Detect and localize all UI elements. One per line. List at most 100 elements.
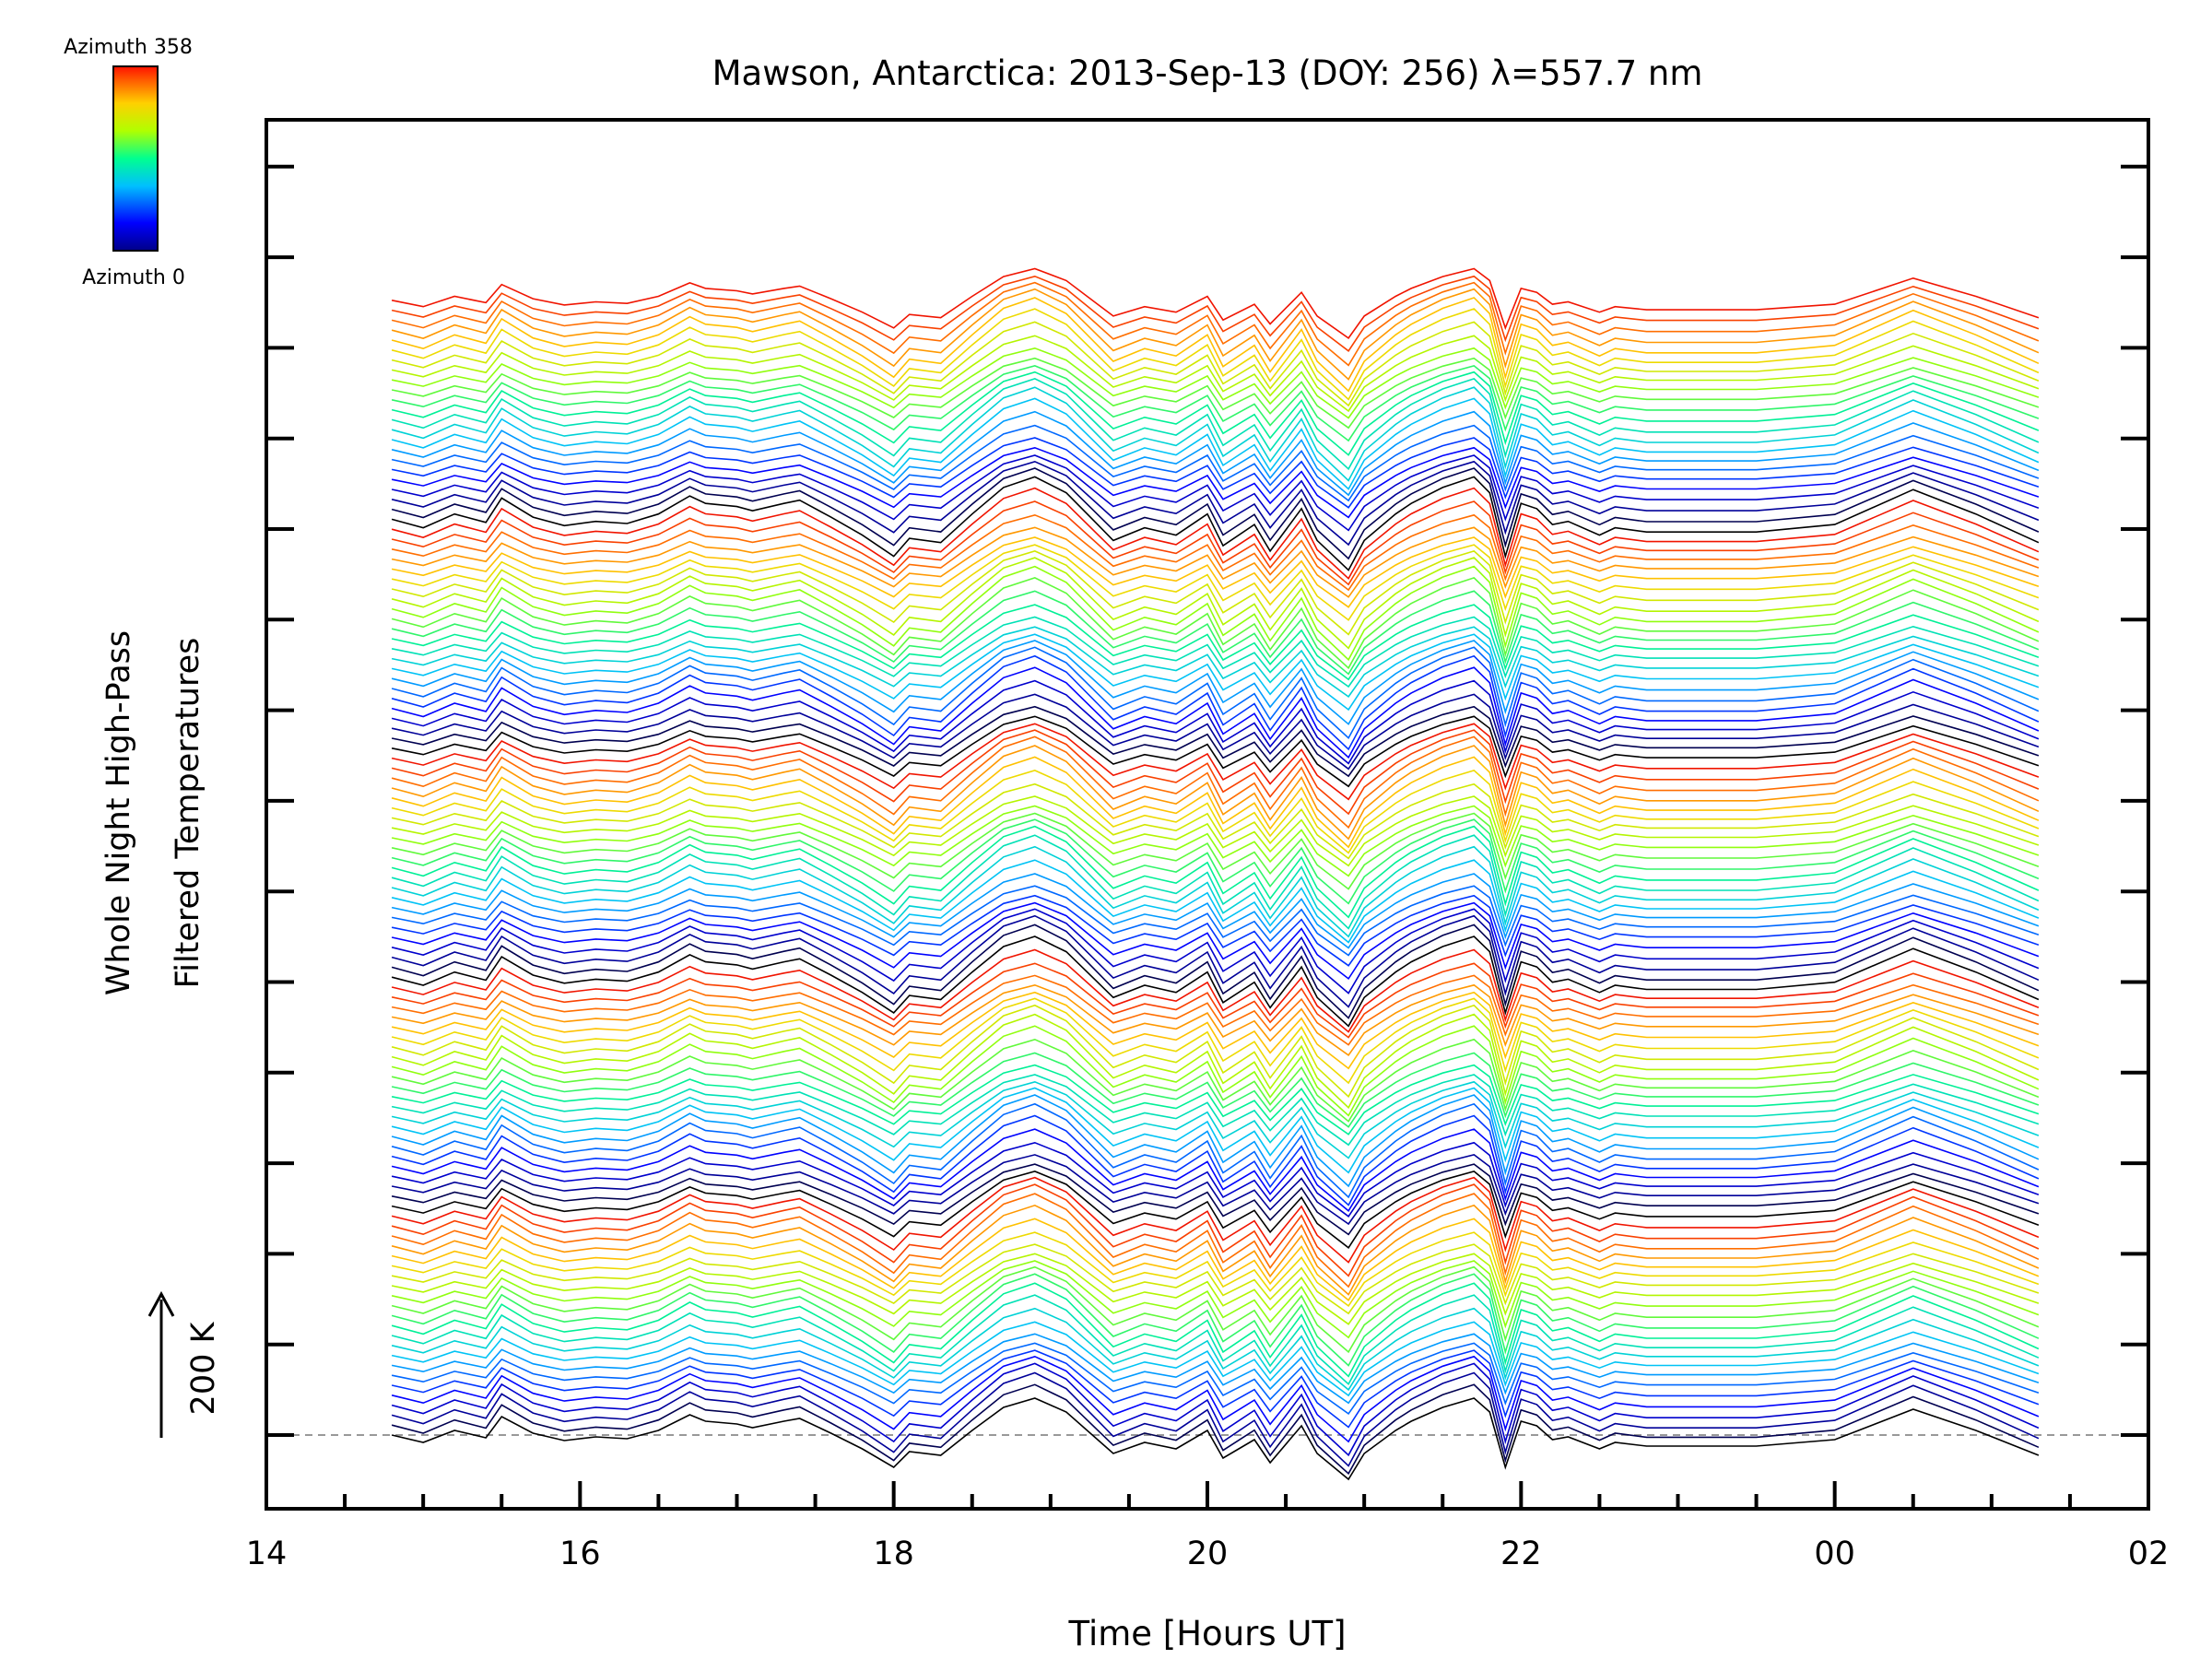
series-line <box>391 924 2040 1019</box>
series-line <box>391 997 2040 1085</box>
colorbar-bottom-label: Azimuth 0 <box>82 266 185 289</box>
chart-title: Mawson, Antarctica: 2013-Sep-13 (DOY: 25… <box>712 53 1703 93</box>
series-line <box>391 1141 2040 1218</box>
series-line <box>391 1004 2040 1099</box>
series-line <box>391 715 2040 788</box>
series-line <box>391 335 2040 413</box>
series-line <box>391 654 2040 751</box>
series-line <box>391 1383 2040 1476</box>
series-line <box>391 782 2040 860</box>
scale-indicator: 200 K <box>147 1290 222 1438</box>
series-line <box>391 476 2040 571</box>
series-line <box>391 544 2040 621</box>
series-line <box>391 1333 2040 1405</box>
series-line <box>391 885 2040 957</box>
series-line <box>391 845 2040 938</box>
series-line <box>391 1193 2040 1288</box>
scale-label: 200 K <box>185 1322 222 1416</box>
series-line <box>391 1253 2040 1325</box>
series-line <box>391 1349 2040 1429</box>
series-line <box>391 1154 2040 1226</box>
series-line <box>391 1074 2040 1147</box>
series-line <box>391 1176 2040 1264</box>
series-line <box>391 901 2040 981</box>
series-line <box>391 565 2040 662</box>
series-line <box>391 991 2040 1070</box>
x-axis-ticks: 14 16 18 20 22 00 02 <box>246 1481 2169 1572</box>
series-line <box>391 616 2040 688</box>
series-line <box>391 1321 2040 1397</box>
series-line <box>391 1013 2040 1110</box>
x-tick-label: 22 <box>1500 1535 1542 1572</box>
series-line <box>391 805 2040 877</box>
series-line <box>391 1080 2040 1159</box>
x-axis-label: Time [Hours UT] <box>1067 1614 1346 1653</box>
series-line <box>391 1273 2040 1367</box>
series-line <box>391 371 2040 456</box>
series-line <box>391 377 2040 471</box>
series-line <box>391 357 2040 429</box>
series-line <box>391 1102 2040 1199</box>
series-line <box>391 308 2040 401</box>
series-line <box>391 526 2040 598</box>
series-line <box>391 1371 2040 1467</box>
series-line <box>391 576 2040 670</box>
series-line <box>391 962 2040 1039</box>
series-line <box>391 666 2040 759</box>
temperature-traces <box>391 267 2040 1481</box>
series-line <box>391 1087 2040 1174</box>
series-line <box>391 1025 2040 1117</box>
series-line <box>391 437 2040 509</box>
series-line <box>391 795 2040 867</box>
series-line <box>391 1260 2040 1339</box>
series-line <box>391 974 2040 1046</box>
colorbar: Azimuth 358 Azimuth 0 <box>64 36 193 289</box>
series-line <box>391 1094 2040 1188</box>
series-line <box>391 550 2040 636</box>
series-line <box>391 424 2040 502</box>
series-line <box>391 640 2040 725</box>
series-line <box>391 365 2040 442</box>
series-line <box>391 1355 2040 1443</box>
series-line <box>391 756 2040 849</box>
series-line <box>391 1218 2040 1302</box>
series-line <box>391 446 2040 519</box>
series-line <box>391 275 2040 352</box>
x-tick-label: 00 <box>1814 1535 1855 1572</box>
y-axis-label-line1: Whole Night High-Pass <box>100 630 137 995</box>
x-tick-label: 16 <box>559 1535 601 1572</box>
series-line <box>391 914 2040 1008</box>
series-line <box>391 812 2040 890</box>
series-line <box>391 1052 2040 1128</box>
series-line <box>391 1128 2040 1213</box>
y-axis-label: Whole Night High-Pass Filtered Temperatu… <box>100 630 206 995</box>
x-tick-label: 20 <box>1187 1535 1229 1572</box>
series-line <box>391 347 2040 419</box>
series-line <box>391 467 2040 560</box>
series-line <box>391 1038 2040 1123</box>
series-line <box>391 386 2040 482</box>
series-line <box>391 834 2040 930</box>
series-line <box>391 705 2040 778</box>
series-line <box>391 1204 2040 1296</box>
series-line <box>391 935 2040 1028</box>
series-line <box>391 1183 2040 1277</box>
scale-arrow-head <box>147 1290 175 1317</box>
series-line <box>391 983 2040 1057</box>
series-line <box>391 454 2040 532</box>
series-line <box>391 1064 2040 1135</box>
x-tick-label: 18 <box>873 1535 914 1572</box>
series-line <box>391 1362 2040 1457</box>
series-line <box>391 818 2040 905</box>
series-line <box>391 590 2040 676</box>
series-line <box>391 745 2040 841</box>
series-line <box>391 267 2040 340</box>
series-line <box>391 1282 2040 1378</box>
series-line <box>391 536 2040 608</box>
series-line <box>391 825 2040 919</box>
series-line <box>391 500 2040 586</box>
series-line <box>391 1294 2040 1385</box>
series-line <box>391 1114 2040 1206</box>
series-line <box>391 770 2040 854</box>
